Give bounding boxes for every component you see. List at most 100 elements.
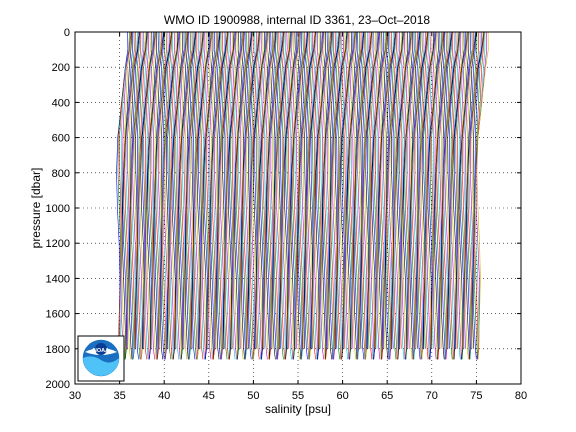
profile-line xyxy=(151,31,164,360)
profile-line xyxy=(464,31,477,360)
profile-line xyxy=(432,31,445,360)
profile-line xyxy=(274,31,286,360)
y-tick-label: 1000 xyxy=(46,203,70,215)
profile-line xyxy=(242,31,254,360)
profile-lines xyxy=(116,31,489,360)
profile-line xyxy=(456,31,469,360)
profile-line xyxy=(184,31,196,360)
profile-line xyxy=(359,31,372,349)
profile-line xyxy=(442,31,454,360)
profile-line xyxy=(291,31,302,360)
profile-line xyxy=(434,31,446,360)
x-tick-label: 50 xyxy=(247,390,259,402)
x-tick-label: 45 xyxy=(203,390,215,402)
profile-line xyxy=(367,31,380,349)
profile-line xyxy=(216,31,228,360)
profile-line xyxy=(360,31,373,360)
profile-line xyxy=(466,31,478,360)
y-tick-label: 1800 xyxy=(46,344,70,356)
profile-line xyxy=(266,31,277,360)
profile-line xyxy=(120,31,132,360)
profile-line xyxy=(423,31,436,349)
profile-line xyxy=(370,31,381,360)
profile-line xyxy=(424,31,437,360)
profile-line xyxy=(128,31,140,360)
profile-line xyxy=(336,31,349,360)
y-tick-labels: 0 200 400 600 800 1000 1200 1400 1600 1800 2000 xyxy=(46,27,70,391)
profile-line xyxy=(242,31,253,360)
profile-line xyxy=(330,31,341,360)
profile-line xyxy=(392,31,405,360)
profile-line xyxy=(122,31,133,360)
profile-line xyxy=(456,31,469,349)
x-tick-label: 65 xyxy=(381,390,393,402)
profile-line xyxy=(210,31,222,360)
x-tick-label: 75 xyxy=(470,390,482,402)
profile-line xyxy=(202,31,214,360)
profile-line xyxy=(138,31,149,360)
profile-line xyxy=(407,31,420,349)
profile-line xyxy=(399,31,412,349)
profile-line xyxy=(264,31,277,360)
profile-line xyxy=(282,31,293,360)
profile-line xyxy=(218,31,229,360)
profile-line xyxy=(250,31,262,360)
profile-line xyxy=(186,31,197,360)
profile-line xyxy=(304,31,317,360)
profile-line xyxy=(431,31,444,349)
profile-line xyxy=(472,31,485,349)
profile-line xyxy=(210,31,221,360)
y-tick-label: 2000 xyxy=(46,379,70,391)
profile-line xyxy=(426,31,438,360)
y-tick-label: 1200 xyxy=(46,238,70,250)
profile-line xyxy=(258,31,270,360)
x-tick-label: 30 xyxy=(69,390,81,402)
x-tick-label: 35 xyxy=(113,390,125,402)
y-tick-label: 200 xyxy=(52,62,70,74)
profile-line xyxy=(192,31,204,360)
profile-line xyxy=(234,31,246,360)
profile-line xyxy=(476,31,489,360)
svg-text:NOAA: NOAA xyxy=(93,348,109,354)
profile-line xyxy=(143,31,156,360)
profile-line xyxy=(234,31,245,360)
profile-line xyxy=(130,31,141,360)
profile-line xyxy=(307,31,318,360)
profile-line xyxy=(119,31,132,360)
profile-line xyxy=(328,31,341,360)
profile-line xyxy=(290,31,301,360)
profile-line xyxy=(320,31,333,360)
profile-line xyxy=(298,31,309,360)
profile-line xyxy=(170,31,182,360)
profile-line xyxy=(448,31,461,360)
profile-line xyxy=(362,31,373,360)
profile-line xyxy=(274,31,285,360)
x-tick-label: 40 xyxy=(158,390,170,402)
profile-line xyxy=(351,31,364,349)
profile-line xyxy=(314,31,325,360)
profile-line xyxy=(408,31,421,360)
y-tick-label: 1600 xyxy=(46,309,70,321)
profile-line xyxy=(440,31,453,360)
profile-line xyxy=(186,31,198,360)
profile-line xyxy=(280,31,293,360)
profile-line xyxy=(272,31,285,360)
profile-line xyxy=(323,31,335,360)
profile-line xyxy=(226,31,238,360)
profile-line xyxy=(464,31,477,349)
profile-line xyxy=(248,31,260,360)
profile-line xyxy=(167,31,180,360)
y-tick-label: 800 xyxy=(52,168,70,180)
y-axis-label: pressure [dbar] xyxy=(29,168,43,249)
profile-line xyxy=(355,31,367,360)
profile-line xyxy=(178,31,190,360)
profile-line xyxy=(338,31,349,360)
profile-line xyxy=(347,31,359,360)
profile-line xyxy=(200,31,212,360)
profile-line xyxy=(240,31,252,360)
profile-line xyxy=(322,31,333,360)
profile-line xyxy=(346,31,357,360)
profile-line xyxy=(202,31,213,360)
profile-line xyxy=(218,31,230,360)
